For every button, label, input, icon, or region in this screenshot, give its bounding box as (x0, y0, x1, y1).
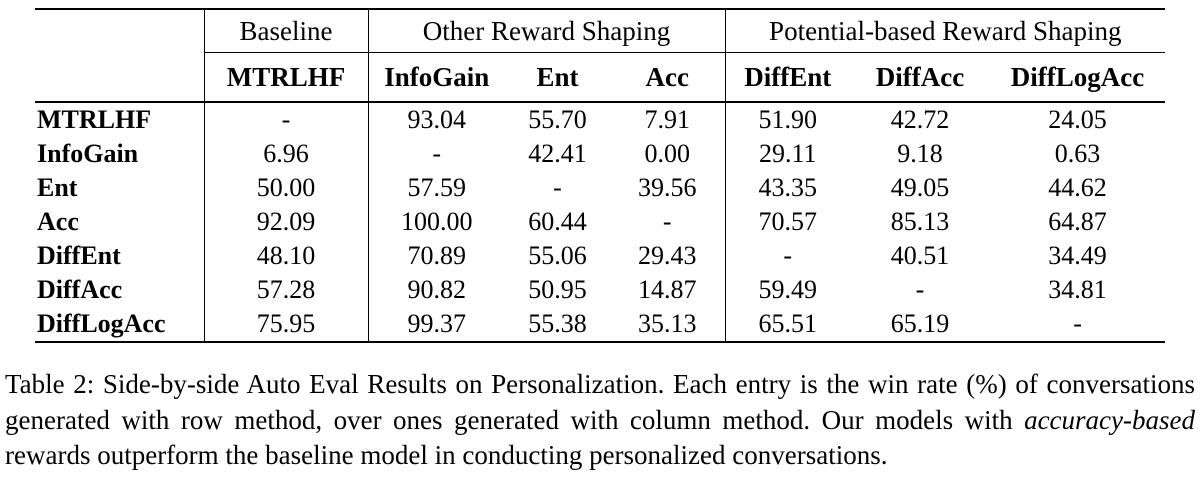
cell-value: 29.11 (724, 137, 851, 171)
column-header-acc: Acc (610, 52, 726, 103)
column-header-mtrlhf: MTRLHF (203, 52, 368, 103)
cell-value: 50.95 (528, 275, 587, 304)
table-row: MTRLHF -93.04 55.70 7.91 51.90 42.72 24.05 (35, 102, 1165, 137)
cell-value: 57.28 (203, 273, 368, 307)
cell-value: 0.63 (1054, 139, 1101, 168)
cell-value: 59.49 (724, 273, 851, 307)
cell-value: - (553, 173, 562, 202)
cell-value: 57.59 (367, 171, 505, 205)
cell-value: 34.81 (1048, 275, 1107, 304)
column-header-diffent: DiffEnt (724, 52, 851, 103)
table-row: DiffEnt 48.10 70.89 55.06 29.43- 40.51 34.49 (35, 239, 1165, 273)
table-row: DiffAcc 57.28 90.82 50.95 14.87 59.49 - 34.81 (35, 273, 1165, 307)
caption-text-before: Side-by-side Auto Eval Results on Person… (5, 369, 1196, 435)
cell-value: 43.35 (724, 171, 851, 205)
column-header-diffacc: DiffAcc (850, 52, 991, 103)
corner-cell (35, 9, 204, 53)
cell-value: 64.87 (1048, 207, 1107, 236)
cell-value: 0.00 (644, 139, 691, 168)
cell-value: 48.10 (203, 239, 368, 273)
results-table: Baseline Other Reward Shaping Potential-… (35, 8, 1166, 343)
table-row: Ent 50.00 57.59 - 39.56 43.35 49.05 44.62 (35, 171, 1165, 205)
column-header-ent: Ent (505, 52, 610, 103)
cell-value: 90.82 (367, 273, 505, 307)
table-row: InfoGain 6.96-42.41 0.00 29.11 9.18 0.63 (35, 137, 1165, 171)
row-label: DiffLogAcc (37, 309, 166, 338)
cell-value: 39.56 (638, 173, 697, 202)
caption-text-after: rewards outperform the baseline model in… (5, 440, 888, 470)
caption-label: Table 2: (5, 369, 95, 399)
cell-value: - (203, 102, 368, 137)
group-header-baseline: Baseline (203, 9, 368, 53)
results-table-body: MTRLHF -93.04 55.70 7.91 51.90 42.72 24.05 Info… (35, 102, 1165, 342)
cell-value: - (367, 137, 505, 171)
cell-value: 14.87 (638, 275, 697, 304)
cell-value: 55.70 (528, 105, 587, 134)
cell-value: 24.05 (1048, 105, 1107, 134)
cell-value: 100.00 (367, 205, 505, 239)
cell-value: - (1073, 309, 1082, 338)
column-header-difflogacc: DiffLogAcc (990, 52, 1166, 103)
table-row: Acc 92.09 100.00 60.44 - 70.57 85.13 64.87 (35, 205, 1165, 239)
table-caption: Table 2: Side-by-side Auto Eval Results … (5, 367, 1195, 474)
cell-value: 51.90 (724, 102, 851, 137)
column-header-infogain: InfoGain (367, 52, 505, 103)
cell-value: 50.00 (203, 171, 368, 205)
table-row: DiffLogAcc 75.95 99.37 55.38 35.13 65.51 65.19… (35, 307, 1165, 342)
cell-value: - (915, 275, 925, 304)
caption-italic-term: accuracy-based (1024, 404, 1195, 435)
cell-value: 55.38 (528, 309, 587, 338)
cell-value: 42.41 (528, 139, 587, 168)
cell-value: 99.37 (367, 307, 505, 342)
cell-value: 42.72 (890, 105, 950, 134)
cell-value: 55.06 (528, 241, 587, 270)
cell-value: 7.91 (644, 105, 691, 134)
row-label: InfoGain (37, 139, 139, 168)
cell-value: 75.95 (203, 307, 368, 342)
cell-value: 93.04 (367, 102, 505, 137)
cell-value: 65.19 (890, 309, 950, 338)
cell-value: 65.51 (724, 307, 851, 342)
row-label: Acc (37, 207, 79, 236)
cell-value: 44.62 (1048, 173, 1107, 202)
corner-cell (35, 52, 204, 103)
cell-value: - (662, 207, 672, 236)
cell-value: 49.05 (890, 173, 950, 202)
row-label: DiffAcc (37, 275, 123, 304)
cell-value: 92.09 (203, 205, 368, 239)
cell-value: - (724, 239, 851, 273)
row-label: DiffEnt (37, 241, 121, 270)
cell-value: 60.44 (528, 207, 587, 236)
table-container: Baseline Other Reward Shaping Potential-… (35, 8, 1166, 343)
row-label: MTRLHF (37, 105, 152, 134)
group-header-row: Baseline Other Reward Shaping Potential-… (35, 9, 1166, 53)
cell-value: 70.89 (367, 239, 505, 273)
cell-value: 6.96 (203, 137, 368, 171)
group-header-other-reward-shaping: Other Reward Shaping (367, 9, 726, 53)
cell-value: 9.18 (897, 139, 943, 168)
column-header-row: MTRLHF InfoGain Ent Acc DiffEnt DiffAcc … (35, 52, 1166, 103)
cell-value: 85.13 (890, 207, 950, 236)
cell-value: 34.49 (1048, 241, 1107, 270)
cell-value: 29.43 (638, 241, 697, 270)
group-header-potential-based-reward-shaping: Potential-based Reward Shaping (724, 9, 1166, 53)
cell-value: 70.57 (724, 205, 851, 239)
cell-value: 40.51 (890, 241, 950, 270)
cell-value: 35.13 (638, 309, 697, 338)
row-label: Ent (37, 173, 78, 202)
